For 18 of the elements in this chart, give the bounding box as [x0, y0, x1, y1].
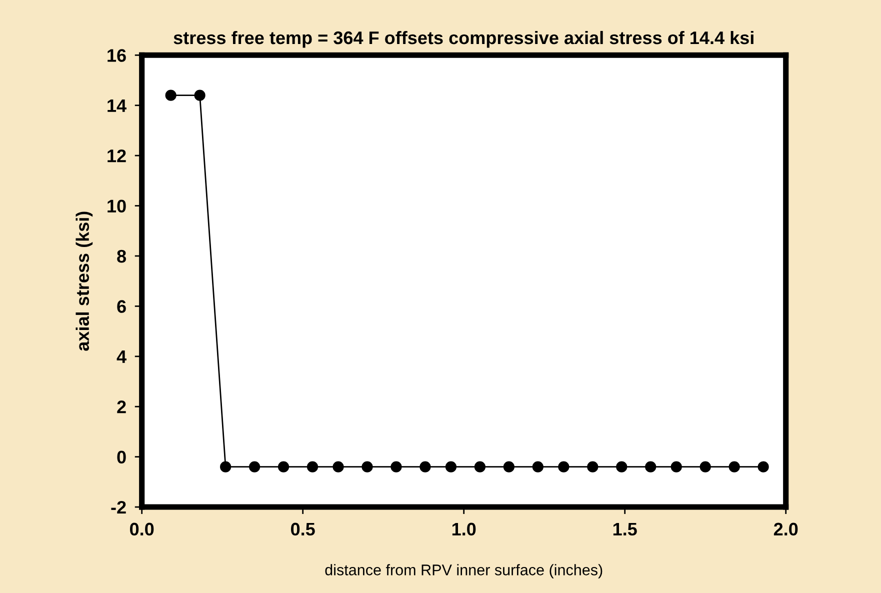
y-tick-label: 4 [116, 350, 126, 363]
x-tick-label: 0.5 [291, 522, 315, 536]
y-tick-label: 12 [108, 150, 126, 162]
x-tick-label: 2.0 [774, 522, 798, 536]
y-axis-title: axial stress (ksi) [76, 212, 93, 351]
chart-title: stress free temp = 364 F offsets compressive axial stress of 14.4 ksi [174, 30, 754, 48]
y-tick-label: 8 [117, 250, 126, 263]
y-tick-label: -2 [111, 500, 126, 514]
x-tick-label: 0.0 [130, 522, 154, 536]
x-axis-title: distance from RPV inner surface (inches) [325, 564, 602, 578]
y-tick-label: 14 [108, 99, 126, 112]
x-tick-label: 1.0 [452, 522, 476, 536]
y-tick-label: 10 [108, 200, 126, 212]
x-tick-label: 1.5 [613, 522, 637, 536]
y-tick-label: 6 [117, 300, 126, 313]
y-tick-label: 16 [108, 49, 126, 62]
y-tick-label: 2 [117, 400, 126, 414]
y-tick-label: 0 [117, 450, 126, 464]
